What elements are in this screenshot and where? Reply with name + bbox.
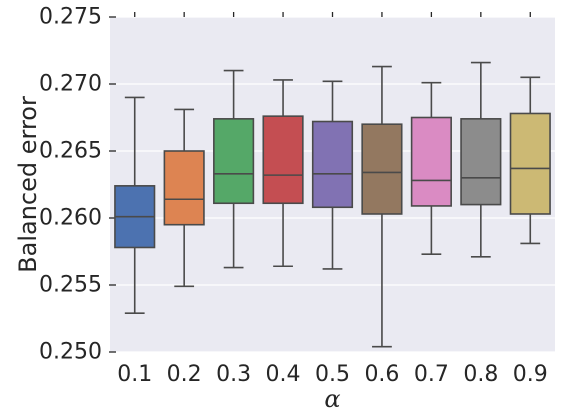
box-0.1	[114, 96, 156, 314]
box-0.4	[262, 79, 304, 268]
y-tick-label: 0.255	[39, 273, 102, 298]
x-tick-label: 0.8	[463, 362, 498, 387]
box-iqr	[361, 123, 403, 215]
x-axis: 0.1 0.2 0.3 0.4 0.5 0.6 0.7 0.8 0.9	[117, 12, 548, 387]
box-0.8	[460, 61, 502, 258]
x-tick-label: 0.5	[315, 362, 350, 387]
box-iqr	[410, 116, 452, 207]
y-tick-label: 0.265	[39, 139, 102, 164]
box-0.3	[213, 69, 255, 269]
y-tick-label: 0.275	[39, 5, 102, 30]
y-axis-title: Balanced error	[14, 96, 42, 273]
x-tick-label: 0.4	[266, 362, 301, 387]
y-tick-label: 0.250	[39, 340, 102, 365]
x-tick-label: 0.3	[216, 362, 251, 387]
box-iqr	[163, 150, 205, 226]
x-axis-title: α	[324, 385, 340, 413]
box-iqr	[311, 120, 354, 209]
x-tick-label: 0.9	[513, 362, 548, 387]
y-tick-label: 0.270	[39, 72, 102, 97]
box-iqr	[509, 112, 551, 215]
box-0.7	[410, 81, 452, 255]
x-tick-label: 0.1	[117, 362, 152, 387]
box-iqr	[213, 118, 255, 205]
box-0.5	[311, 80, 354, 270]
box-iqr	[262, 115, 304, 205]
box-0.6	[361, 65, 403, 348]
x-tick-label: 0.2	[167, 362, 202, 387]
x-tick-label: 0.6	[364, 362, 399, 387]
box-0.2	[163, 108, 205, 288]
box-series	[114, 61, 551, 348]
y-tick-label: 0.260	[39, 206, 102, 231]
x-tick-label: 0.7	[414, 362, 449, 387]
box-iqr	[460, 118, 502, 206]
y-axis: 0.250 0.255 0.260 0.265 0.270 0.275	[39, 5, 116, 365]
box-0.9	[509, 76, 551, 245]
